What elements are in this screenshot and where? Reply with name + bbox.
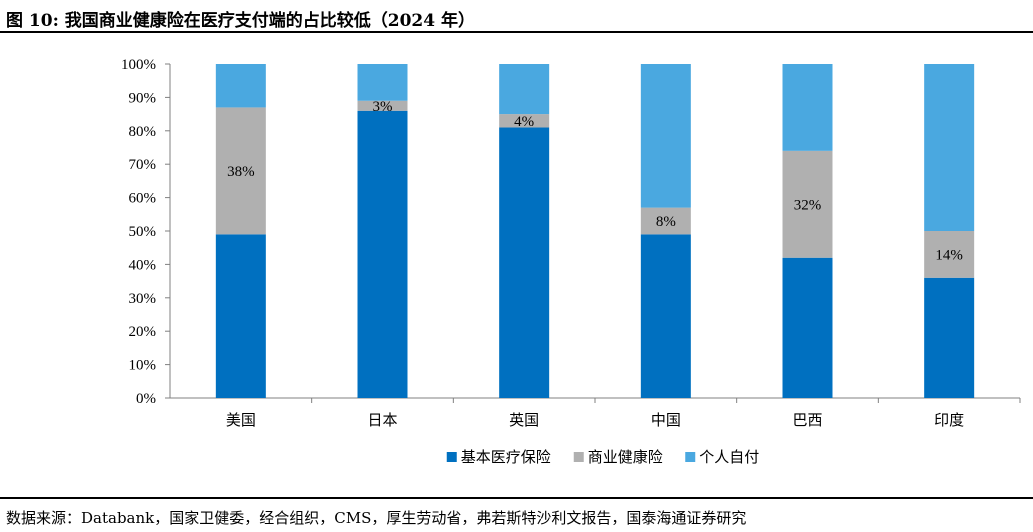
title-rule — [0, 31, 1033, 33]
x-tick-label: 英国 — [509, 411, 539, 429]
legend-label: 商业健康险 — [588, 448, 663, 466]
data-label: 4% — [514, 114, 534, 130]
y-tick-label: 10% — [129, 358, 157, 374]
bar-segment-0-3 — [640, 234, 691, 398]
legend-swatch — [573, 452, 584, 462]
x-tick-label: 中国 — [651, 411, 681, 429]
x-tick-label: 印度 — [934, 411, 964, 429]
bar-segment-1-2 — [499, 114, 550, 128]
bar-segment-1-3 — [640, 207, 691, 235]
bar-segment-2-3 — [640, 64, 691, 208]
bar-segment-0-5 — [924, 277, 975, 398]
y-tick-label: 40% — [129, 257, 157, 273]
figure-title: 图 10: 我国商业健康险在医疗支付端的占比较低（2024 年） — [6, 11, 476, 31]
y-tick-label: 70% — [129, 157, 157, 173]
bar-segment-2-5 — [924, 64, 975, 231]
bar-segment-1-0 — [215, 107, 266, 235]
data-label: 8% — [656, 214, 676, 230]
bar-segment-1-5 — [924, 231, 975, 278]
bar-segment-0-1 — [357, 110, 408, 398]
y-tick-label: 80% — [129, 124, 157, 140]
legend-swatch — [446, 452, 457, 462]
bar-segment-1-4 — [782, 150, 833, 258]
x-tick-label: 巴西 — [792, 411, 822, 429]
data-label: 38% — [227, 164, 255, 180]
bar-segment-2-0 — [215, 64, 266, 108]
y-tick-label: 20% — [129, 324, 157, 340]
bar-segment-1-1 — [357, 100, 408, 111]
source-note: 数据来源：Databank，国家卫健委，经合组织，CMS，厚生劳动省，弗若斯特沙… — [6, 509, 747, 527]
data-label: 32% — [794, 197, 822, 213]
bar-segment-2-4 — [782, 64, 833, 151]
bar-segment-0-0 — [215, 234, 266, 398]
y-tick-label: 30% — [129, 291, 157, 307]
bar-segment-2-2 — [499, 64, 550, 115]
y-tick-label: 90% — [129, 90, 157, 106]
y-tick-label: 60% — [129, 191, 157, 207]
source-rule — [0, 497, 1033, 499]
y-tick-label: 50% — [129, 224, 157, 240]
y-tick-label: 0% — [136, 391, 156, 407]
legend-label: 个人自付 — [699, 448, 759, 466]
x-tick-label: 美国 — [226, 411, 256, 429]
y-tick-label: 100% — [121, 57, 156, 73]
x-tick-label: 日本 — [367, 411, 397, 429]
bar-segment-2-1 — [357, 64, 408, 101]
legend-swatch — [685, 452, 696, 462]
data-label: 3% — [373, 99, 393, 115]
bar-segment-0-4 — [782, 257, 833, 398]
legend-label: 基本医疗保险 — [461, 448, 551, 466]
bar-segment-0-2 — [499, 127, 550, 399]
data-label: 14% — [935, 247, 963, 263]
